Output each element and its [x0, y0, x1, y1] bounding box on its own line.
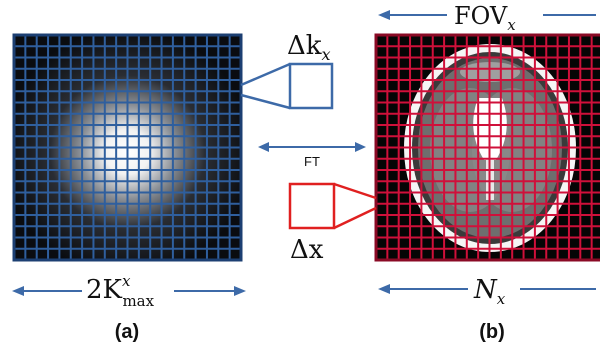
zoom-line-b-bottom: [333, 206, 377, 230]
image-grid: [376, 35, 600, 260]
delta-k-label: Δkx: [287, 31, 331, 64]
kspace-grid: [14, 35, 241, 260]
kspace-border: [12, 33, 243, 262]
ft-arrow: FT: [258, 142, 366, 169]
nx-arrow-left-head: [378, 284, 390, 294]
nx-label: Nx: [473, 275, 506, 308]
ft-arrow-right-head: [355, 142, 366, 152]
fov-arrow-left-head: [378, 10, 390, 20]
ft-arrow-left-head: [258, 142, 269, 152]
kmax-arrow-right-head: [234, 286, 246, 296]
kmax-arrow-left-head: [12, 286, 24, 296]
zoom-line-bottom: [240, 93, 291, 110]
delta-k-zoom-box: [288, 62, 334, 110]
kmax-label: 2Kx max: [86, 272, 155, 310]
brain-border: [374, 33, 600, 262]
panel-b: Δx FOVx Nx (b): [288, 0, 600, 343]
caption-a: (a): [115, 321, 139, 343]
caption-b: (b): [479, 321, 505, 343]
panel-a: Δkx 2Kx max (a): [12, 31, 334, 343]
zoom-line-top: [240, 62, 291, 87]
fov-label: FOVx: [454, 2, 516, 34]
delta-x-label: Δx: [290, 235, 324, 265]
delta-x-zoom-box: [288, 182, 336, 230]
ft-label: FT: [304, 154, 320, 169]
zoom-line-b-top: [333, 182, 377, 200]
